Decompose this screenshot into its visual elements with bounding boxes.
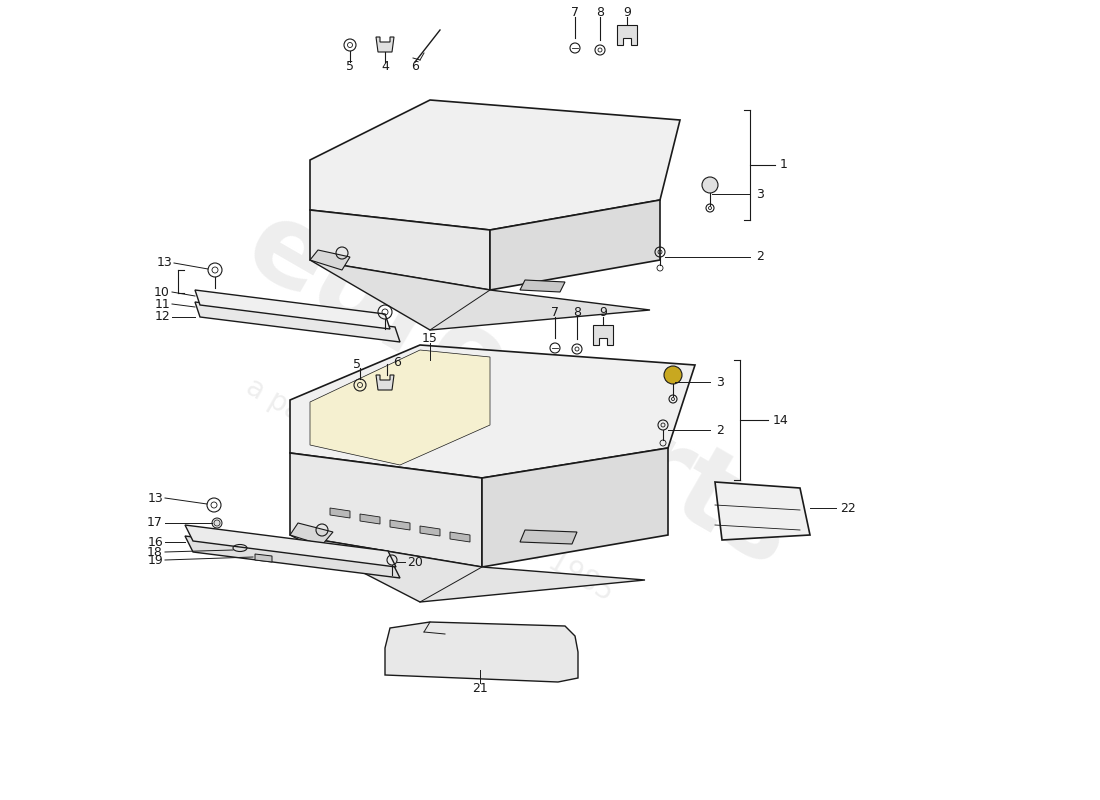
Text: 5: 5 <box>353 358 361 370</box>
Polygon shape <box>385 622 578 682</box>
Text: 16: 16 <box>147 535 163 549</box>
Polygon shape <box>390 520 410 530</box>
Circle shape <box>702 177 718 193</box>
Polygon shape <box>290 535 645 602</box>
Text: 17: 17 <box>147 517 163 530</box>
Text: 11: 11 <box>154 298 170 310</box>
Text: 6: 6 <box>411 61 419 74</box>
Text: 19: 19 <box>147 554 163 566</box>
Text: 6: 6 <box>393 355 400 369</box>
Text: 22: 22 <box>840 502 856 514</box>
Text: 5: 5 <box>346 61 354 74</box>
Polygon shape <box>360 514 379 524</box>
Polygon shape <box>310 100 680 230</box>
Text: 7: 7 <box>551 306 559 318</box>
Polygon shape <box>290 453 482 567</box>
Polygon shape <box>490 200 660 290</box>
Polygon shape <box>420 526 440 536</box>
Text: 13: 13 <box>147 491 163 505</box>
Circle shape <box>212 518 222 528</box>
Text: 4: 4 <box>381 61 389 74</box>
Polygon shape <box>290 523 333 545</box>
Polygon shape <box>330 508 350 518</box>
Text: 2: 2 <box>756 250 763 263</box>
Text: 18: 18 <box>147 546 163 558</box>
Polygon shape <box>450 532 470 542</box>
Polygon shape <box>310 250 350 270</box>
Polygon shape <box>482 448 668 567</box>
Polygon shape <box>593 325 613 345</box>
Polygon shape <box>376 375 394 390</box>
Text: 2: 2 <box>716 423 724 437</box>
Text: 3: 3 <box>756 187 763 201</box>
Polygon shape <box>290 345 695 478</box>
Polygon shape <box>255 554 272 562</box>
Polygon shape <box>185 525 396 567</box>
Polygon shape <box>376 37 394 52</box>
Text: 8: 8 <box>596 6 604 18</box>
Text: 13: 13 <box>156 257 172 270</box>
Polygon shape <box>195 290 390 329</box>
Polygon shape <box>520 530 578 544</box>
Text: europarts: europarts <box>228 190 813 590</box>
Text: 12: 12 <box>154 310 170 323</box>
Text: 20: 20 <box>407 555 422 569</box>
Text: a passion for parts since 1985: a passion for parts since 1985 <box>241 373 618 607</box>
Polygon shape <box>310 210 490 290</box>
Polygon shape <box>195 302 400 342</box>
Text: 9: 9 <box>623 6 631 18</box>
Polygon shape <box>185 536 400 578</box>
Polygon shape <box>520 280 565 292</box>
Text: 3: 3 <box>716 375 724 389</box>
Text: 14: 14 <box>773 414 789 426</box>
Text: 7: 7 <box>571 6 579 18</box>
Polygon shape <box>617 25 637 45</box>
Text: 1: 1 <box>780 158 788 171</box>
Polygon shape <box>310 350 490 465</box>
Text: 8: 8 <box>573 306 581 318</box>
Polygon shape <box>310 260 650 330</box>
Text: 15: 15 <box>422 331 438 345</box>
Text: 10: 10 <box>154 286 170 298</box>
Polygon shape <box>715 482 810 540</box>
Text: 21: 21 <box>472 682 488 694</box>
Circle shape <box>664 366 682 384</box>
Text: 9: 9 <box>600 306 607 318</box>
